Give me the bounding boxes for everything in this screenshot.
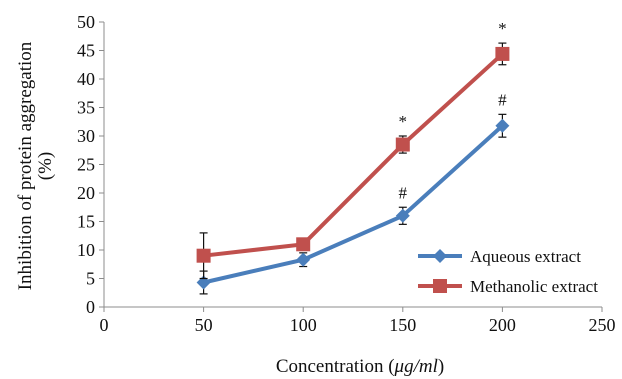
legend-label: Aqueous extract: [470, 247, 581, 266]
series-methanolic-extract: **: [196, 19, 510, 280]
legend-entry: Methanolic extract: [418, 277, 598, 296]
legend-label: Methanolic extract: [470, 277, 598, 296]
x-axis-title-unit: μg/ml: [394, 356, 438, 377]
y-tick-label: 20: [77, 183, 95, 203]
x-tick-label: 0: [100, 315, 109, 335]
y-axis-title-line-2: (%): [35, 152, 56, 180]
significance-mark: #: [498, 90, 507, 109]
y-tick-label: 40: [77, 69, 95, 89]
y-tick-label: 50: [77, 12, 95, 32]
legend: Aqueous extract Methanolic extract: [418, 247, 598, 296]
significance-mark: *: [498, 19, 507, 38]
x-tick-label: 250: [589, 315, 616, 335]
series-aqueous-extract: ##: [196, 90, 510, 295]
y-tick-label: 25: [77, 155, 95, 175]
x-tick-label: 200: [489, 315, 516, 335]
data-point: [196, 248, 211, 263]
axes: 0 5 10 15 20 25 30 35 40 45 50 0 50 100 150 200 250: [77, 12, 616, 335]
legend-swatch-marker: [433, 249, 447, 263]
series-line: [203, 52, 504, 258]
significance-mark: *: [399, 112, 408, 131]
x-tick-label: 50: [195, 315, 213, 335]
legend-swatch-marker: [433, 279, 447, 293]
x-axis-title: Concentration (μg/ml): [276, 356, 444, 377]
y-tick-label: 30: [77, 126, 95, 146]
y-tick-label: 45: [77, 41, 95, 61]
series-line: [203, 124, 504, 285]
data-point: [395, 137, 410, 152]
series-layer: ##**: [196, 19, 510, 295]
data-point: [395, 208, 410, 223]
y-tick-label: 15: [77, 212, 95, 232]
x-tick-label: 150: [389, 315, 416, 335]
legend-entry: Aqueous extract: [418, 247, 581, 266]
y-tick-label: 5: [86, 269, 95, 289]
data-point: [296, 237, 311, 252]
data-point: [495, 46, 510, 61]
significance-mark: #: [399, 183, 408, 202]
data-point: [495, 118, 510, 133]
data-point: [296, 252, 311, 267]
x-tick-label: 100: [290, 315, 317, 335]
y-axis-title-line-1: Inhibition of protein aggregation: [15, 41, 36, 290]
x-axis-title-suffix: ): [438, 356, 444, 377]
y-tick-label: 10: [77, 240, 95, 260]
y-tick-label: 0: [86, 297, 95, 317]
x-axis-title-prefix: Concentration (: [276, 356, 395, 377]
y-tick-label: 35: [77, 98, 95, 118]
